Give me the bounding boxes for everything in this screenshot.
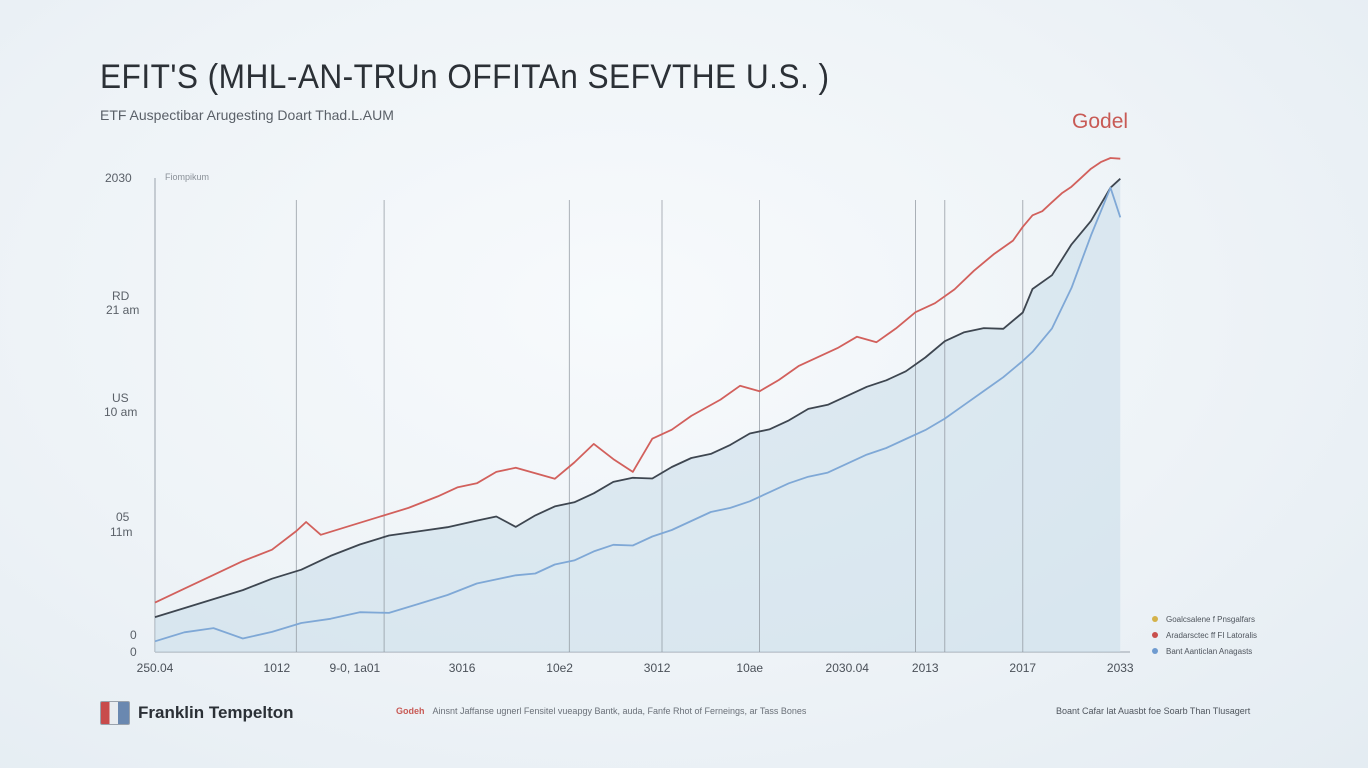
x-tick-label: 2013 bbox=[912, 661, 939, 675]
y-axis-note: Fiompikum bbox=[165, 172, 210, 182]
legend-item: Aradarsctec ff FI Latoralis bbox=[1152, 627, 1257, 643]
area-fill bbox=[155, 177, 1121, 652]
x-tick-label: 3016 bbox=[449, 661, 476, 675]
legend-swatch bbox=[1152, 616, 1158, 622]
legend: Goalcsalene f Pnsgalfars Aradarsctec ff … bbox=[1152, 611, 1257, 659]
y-tick-label: 21 am bbox=[106, 303, 140, 317]
x-tick-label: 3012 bbox=[644, 661, 671, 675]
x-tick-label: 2030.04 bbox=[826, 661, 870, 675]
legend-swatch bbox=[1152, 632, 1158, 638]
y-tick-label: 0 bbox=[130, 645, 137, 659]
series-line-blue bbox=[154, 186, 1122, 643]
legend-label: Bant Aanticlan Anagasts bbox=[1166, 646, 1253, 656]
chart-subtitle: ETF Auspectibar Arugesting Doart Thad.L.… bbox=[100, 107, 394, 123]
x-tick-label: 2017 bbox=[1009, 661, 1036, 675]
footer-accent: Godeh bbox=[396, 706, 425, 716]
legend-swatch bbox=[1152, 648, 1158, 654]
footer-source: Boant Cafar lat Auasbt foe Soarb Than Tl… bbox=[1056, 706, 1251, 716]
legend-item: Bant Aanticlan Anagasts bbox=[1152, 643, 1257, 659]
legend-item: Goalcsalene f Pnsgalfars bbox=[1152, 611, 1257, 627]
series-line-black bbox=[154, 178, 1121, 618]
y-tick-label: RD bbox=[112, 289, 130, 303]
x-tick-label: 9-0, 1a01 bbox=[330, 661, 381, 675]
legend-label: Aradarsctec ff FI Latoralis bbox=[1166, 630, 1257, 640]
y-tick-label: 05 bbox=[116, 510, 130, 524]
logo-icon bbox=[100, 701, 130, 725]
x-tick-label: 10ae bbox=[736, 661, 763, 675]
y-tick-label: 2030 bbox=[105, 171, 132, 185]
x-tick-label: 1012 bbox=[264, 661, 291, 675]
y-tick-label: 11m bbox=[110, 525, 133, 539]
footer-note: Godeh Ainsnt Jaffanse ugnerl Fensitel vu… bbox=[396, 706, 806, 716]
legend-label: Goalcsalene f Pnsgalfars bbox=[1166, 614, 1255, 624]
y-tick-label: 10 am bbox=[104, 405, 138, 419]
y-tick-label: US bbox=[112, 391, 129, 405]
footer-note-text: Ainsnt Jaffanse ugnerl Fensitel vueapgy … bbox=[432, 706, 807, 716]
brand-name: Franklin Tempelton bbox=[138, 703, 294, 722]
y-tick-label: 0 bbox=[130, 628, 137, 642]
x-tick-label: 2033 bbox=[1107, 661, 1134, 675]
series-badge: Godel bbox=[1072, 110, 1129, 133]
x-tick-label: 250.04 bbox=[137, 661, 174, 675]
chart-title: EFIT'S (MHL-AN-TRUn OFFITAn SEFVTHE U.S.… bbox=[100, 58, 830, 96]
brand-logo: Franklin Tempelton bbox=[100, 701, 294, 725]
x-tick-label: 10e2 bbox=[546, 661, 573, 675]
series-line-godel bbox=[154, 157, 1121, 604]
